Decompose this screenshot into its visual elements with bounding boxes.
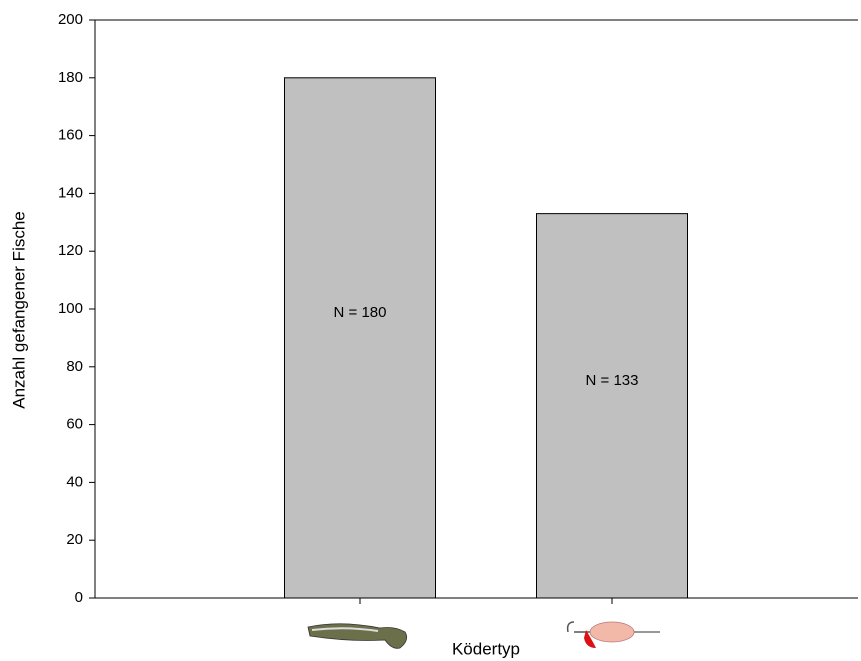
bar <box>284 77 436 599</box>
bar <box>536 213 688 599</box>
y-tick-label: 40 <box>66 473 83 490</box>
y-tick-label: 20 <box>66 531 83 548</box>
y-tick-label: 140 <box>58 184 83 201</box>
y-tick-label: 180 <box>58 69 83 86</box>
y-axis-label: Anzahl gefangener Fische <box>9 211 28 409</box>
y-tick-label: 100 <box>58 300 83 317</box>
y-tick-label: 80 <box>66 358 83 375</box>
value-label: N = 133 <box>586 372 639 389</box>
spinner-icon <box>566 621 660 648</box>
value-label: N = 180 <box>334 304 387 321</box>
y-tick-label: 60 <box>66 416 83 433</box>
x-axis-label: Ködertyp <box>452 639 520 658</box>
y-tick-label: 200 <box>58 11 83 28</box>
y-tick-label: 0 <box>75 589 83 606</box>
y-tick-label: 120 <box>58 242 83 259</box>
softbait-icon <box>307 623 408 649</box>
y-tick-label: 160 <box>58 127 83 144</box>
